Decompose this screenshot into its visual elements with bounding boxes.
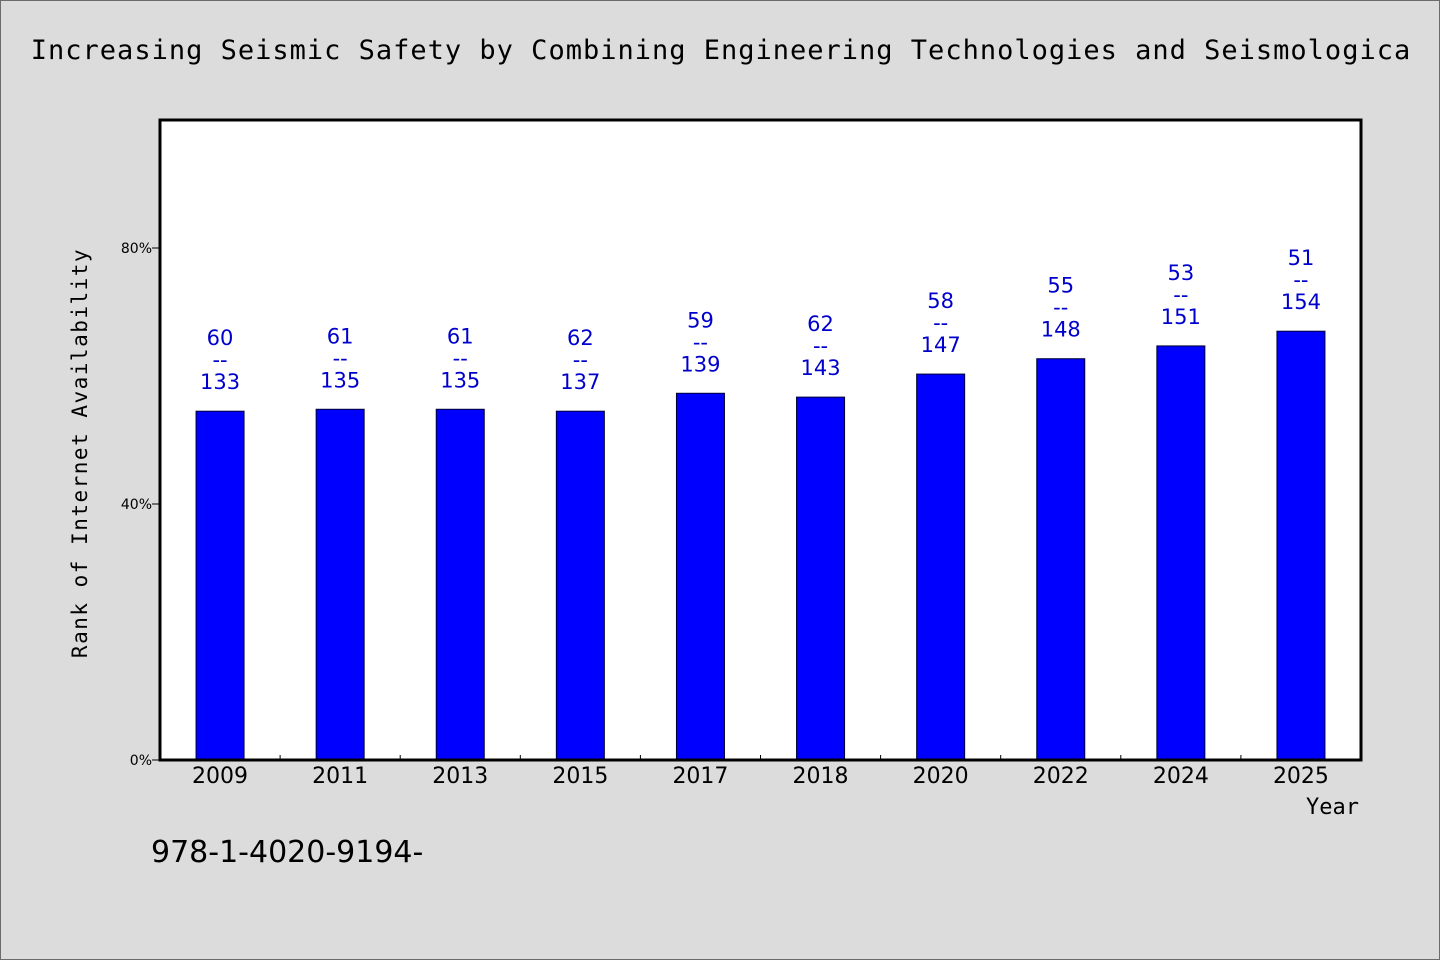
data-label-separator: -- bbox=[573, 348, 588, 372]
data-label: 58 bbox=[927, 289, 954, 313]
data-label: 137 bbox=[560, 370, 600, 394]
x-axis-label: Year bbox=[1306, 795, 1359, 820]
data-label: 147 bbox=[921, 333, 961, 357]
data-label: 143 bbox=[801, 356, 841, 380]
bar bbox=[1036, 358, 1086, 761]
x-tick-label: 2025 bbox=[1273, 764, 1329, 789]
data-label: 61 bbox=[327, 324, 354, 348]
x-tick-label: 2009 bbox=[192, 764, 248, 789]
data-label: 53 bbox=[1167, 261, 1194, 285]
data-label: 61 bbox=[447, 324, 474, 348]
data-label: 51 bbox=[1288, 246, 1315, 270]
chart-title: Increasing Seismic Safety by Combining E… bbox=[30, 35, 1412, 66]
bar bbox=[435, 408, 485, 761]
bar bbox=[1276, 330, 1326, 761]
data-label: 154 bbox=[1281, 290, 1321, 314]
x-tick-label: 2024 bbox=[1153, 764, 1209, 789]
bar bbox=[675, 392, 725, 761]
data-label: 62 bbox=[567, 326, 594, 350]
plot-border bbox=[158, 118, 1363, 762]
bar bbox=[796, 396, 846, 761]
bar bbox=[555, 410, 605, 761]
bar bbox=[1156, 345, 1206, 761]
data-label: 135 bbox=[320, 368, 360, 392]
x-tick-label: 2018 bbox=[793, 764, 849, 789]
data-label-separator: -- bbox=[1053, 296, 1068, 320]
x-tick-label: 2013 bbox=[432, 764, 488, 789]
y-tick-label: 0% bbox=[130, 753, 152, 769]
data-label-separator: -- bbox=[453, 346, 468, 370]
data-label: 133 bbox=[200, 370, 240, 394]
x-tick-label: 2020 bbox=[913, 764, 969, 789]
data-label: 148 bbox=[1041, 318, 1081, 342]
bar bbox=[315, 408, 365, 761]
data-label-separator: -- bbox=[813, 334, 828, 358]
data-label-separator: -- bbox=[1173, 283, 1188, 307]
y-tick-label: 80% bbox=[121, 241, 152, 257]
x-tick-label: 2011 bbox=[312, 764, 368, 789]
data-label-separator: -- bbox=[1293, 268, 1308, 292]
data-label-separator: -- bbox=[693, 330, 708, 354]
data-label-separator: -- bbox=[333, 346, 348, 370]
y-tick-label: 40% bbox=[121, 497, 152, 513]
data-label: 139 bbox=[680, 352, 720, 376]
data-label-separator: -- bbox=[212, 348, 227, 372]
x-tick-label: 2017 bbox=[672, 764, 728, 789]
data-label: 59 bbox=[687, 308, 714, 332]
data-label: 151 bbox=[1161, 305, 1201, 329]
x-tick-label: 2022 bbox=[1033, 764, 1089, 789]
bar bbox=[195, 410, 245, 761]
x-tick-label: 2015 bbox=[552, 764, 608, 789]
footer-text: 978-1-4020-9194- bbox=[151, 835, 424, 870]
bar bbox=[916, 373, 966, 761]
data-label: 62 bbox=[807, 312, 834, 336]
data-label: 60 bbox=[207, 326, 234, 350]
data-label: 55 bbox=[1047, 274, 1074, 298]
data-label: 135 bbox=[440, 368, 480, 392]
data-label-separator: -- bbox=[933, 311, 948, 335]
